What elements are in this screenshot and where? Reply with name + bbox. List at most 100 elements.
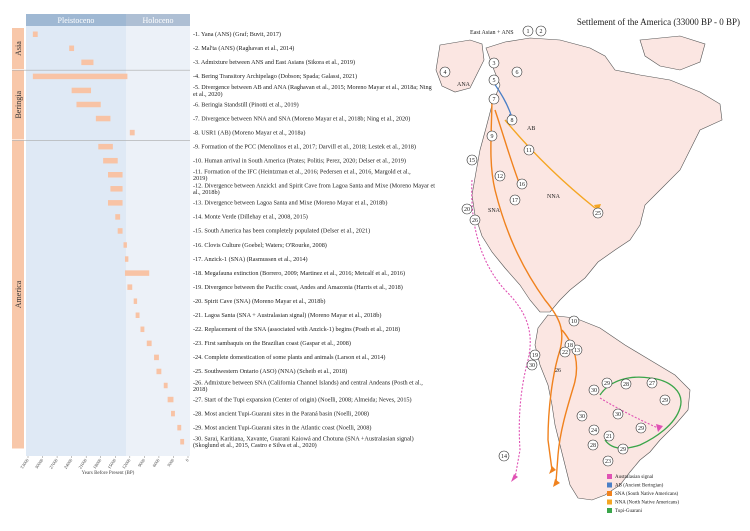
event-bar-28 xyxy=(171,410,175,417)
map-marker-4-circle xyxy=(439,66,451,78)
x-tick-label-3: 24000 xyxy=(63,457,74,470)
event-label-30: -30. Sarai, Karitiana, Xavante, Guarani … xyxy=(193,435,414,449)
map-marker-17-circle xyxy=(509,194,521,206)
x-tick-label-5: 18000 xyxy=(92,457,103,470)
event-label-15: -15. South America has been completely p… xyxy=(193,228,370,235)
event-label-28: -28. Most ancient Tupi-Guarani sites in … xyxy=(193,410,369,417)
region-label-asia: Asia xyxy=(14,41,23,56)
map-marker-6-circle xyxy=(511,66,523,78)
map-marker-14-number: 14 xyxy=(501,454,507,460)
x-tick-label-4: 21000 xyxy=(77,457,88,470)
event-bar-16 xyxy=(123,242,127,248)
event-bar-1 xyxy=(32,31,38,37)
event-label-23: -23. First sambaquis on the Brazilian co… xyxy=(193,340,351,347)
event-bar-15 xyxy=(117,228,123,234)
legend-label-3: NNA (North Native Americans) xyxy=(615,501,679,506)
legend-swatch-4 xyxy=(607,508,612,513)
ana-label: ANA xyxy=(457,82,471,88)
east-asian-label: East Asian + ANS xyxy=(470,30,514,36)
event-bar-14 xyxy=(115,214,121,220)
sna-arrowhead-2 xyxy=(553,479,560,487)
event-bar-5 xyxy=(71,87,92,94)
map-marker-10-circle xyxy=(568,315,580,327)
event-label-5: -5. Divergence between AB and ANA (Ragha… xyxy=(193,84,432,98)
x-tick-label-10: 3000 xyxy=(166,457,176,468)
event-label-11: -11. Formation of the IFC (Heintzman et … xyxy=(193,169,411,183)
map-marker-15-number: 15 xyxy=(469,158,475,164)
event-label-1: -1. Yana (ANS) (Graf; Buvit, 2017) xyxy=(193,31,281,38)
asia-landmass xyxy=(435,39,485,93)
event-bar-13 xyxy=(108,200,123,206)
map-marker-18-number: 18 xyxy=(567,343,573,349)
pleistocene-header xyxy=(26,14,126,26)
map-marker-19-number: 19 xyxy=(532,353,538,359)
nna-route xyxy=(504,119,596,209)
x-tick-label-2: 27000 xyxy=(48,457,59,470)
map-marker-extra-1-number: 29 xyxy=(604,381,610,387)
map-marker-26-circle xyxy=(469,214,481,226)
map-marker-30-circle xyxy=(576,410,588,422)
holocene-label: Holoceno xyxy=(142,16,173,25)
north-america-landmass xyxy=(471,37,723,313)
map-marker-25-number: 25 xyxy=(595,211,601,217)
legend-label-4: Tupi-Guarani xyxy=(615,509,643,514)
holocene-header xyxy=(126,14,190,26)
event-label-14: -14. Monte Verde (Dillehay et al., 2008,… xyxy=(193,214,308,221)
south-america-landmass xyxy=(534,314,691,501)
region-band-asia xyxy=(12,28,24,70)
map-marker-12-circle xyxy=(494,170,506,182)
map-marker-15-circle xyxy=(466,154,478,166)
region-label-america: America xyxy=(14,280,23,308)
event-label-18: -18. Megafauna extinction (Borrero, 2009… xyxy=(193,270,405,277)
event-bar-7 xyxy=(95,115,111,122)
map-marker-3-number: 3 xyxy=(493,61,496,67)
event-label-24: -24. Complete domestication of some plan… xyxy=(193,354,385,361)
map-marker-extra-5-circle xyxy=(659,394,671,406)
map-marker-extra-4-circle xyxy=(612,408,624,420)
event-bar-21 xyxy=(135,312,140,318)
region-band-beringia xyxy=(12,70,24,140)
map-marker-1-number: 1 xyxy=(527,29,530,35)
event-label-10: -10. Human arrival in South America (Pra… xyxy=(193,157,406,164)
event-bar-17 xyxy=(124,256,129,262)
x-tick-label-7: 12000 xyxy=(121,457,132,470)
event-bar-24 xyxy=(154,354,159,361)
event-bar-9 xyxy=(98,143,113,150)
event-label-20: -20. Spirit Cave (SNA) (Moreno Mayar et … xyxy=(193,298,326,305)
map-marker-23-number: 23 xyxy=(605,459,611,465)
event-bar-25 xyxy=(156,368,162,375)
pleistocene-label: Pleistoceno xyxy=(58,16,95,25)
map-marker-extra-3-circle xyxy=(635,422,647,434)
event-bar-29 xyxy=(177,424,182,431)
x-tick-label-11: 0 xyxy=(184,457,190,462)
event-bar-18 xyxy=(124,270,150,276)
map-marker-1-circle xyxy=(522,25,534,37)
australasian-route-east xyxy=(599,397,659,429)
map-marker-23-circle xyxy=(602,455,614,467)
map-marker-16-number: 16 xyxy=(519,182,525,188)
sna-label: SNA xyxy=(488,208,501,214)
event-label-4: -4. Bering Transitory Archipelago (Dobso… xyxy=(193,73,357,80)
map-marker-9-number: 9 xyxy=(491,134,494,140)
map-marker-13-number: 13 xyxy=(574,348,580,354)
map-marker-29-number: 29 xyxy=(620,447,626,453)
event-label-25: -25. Southwestern Ontario (ASO) (NNA) (S… xyxy=(193,368,347,375)
event-bar-19 xyxy=(127,284,133,290)
event-bar-27 xyxy=(167,396,174,403)
event-label-6: -6. Beringia Standstill (Pinotti et al.,… xyxy=(193,101,299,108)
region-separators xyxy=(12,69,190,141)
event-label-19: -19. Divergence between the Pacific coas… xyxy=(193,284,403,291)
event-label-3: -3. Admixture between ANS and East Asian… xyxy=(193,59,355,66)
map-marker-24-circle xyxy=(588,424,600,436)
sna-route-inland xyxy=(494,109,521,186)
map-marker-12-number: 12 xyxy=(497,174,503,180)
map-marker-24-number: 24 xyxy=(591,428,597,434)
map-marker-7-circle xyxy=(488,93,500,105)
map-marker-extra-3-number: 29 xyxy=(638,426,644,432)
event-bar-6 xyxy=(76,101,101,108)
australasian-route xyxy=(471,179,531,479)
map-marker-16-circle xyxy=(516,178,528,190)
map-marker-2-number: 2 xyxy=(540,29,543,35)
event-label-21: -21. Lagoa Santa (SNA + Australasian sig… xyxy=(193,312,381,319)
map-marker-extra-2-circle xyxy=(620,378,632,390)
